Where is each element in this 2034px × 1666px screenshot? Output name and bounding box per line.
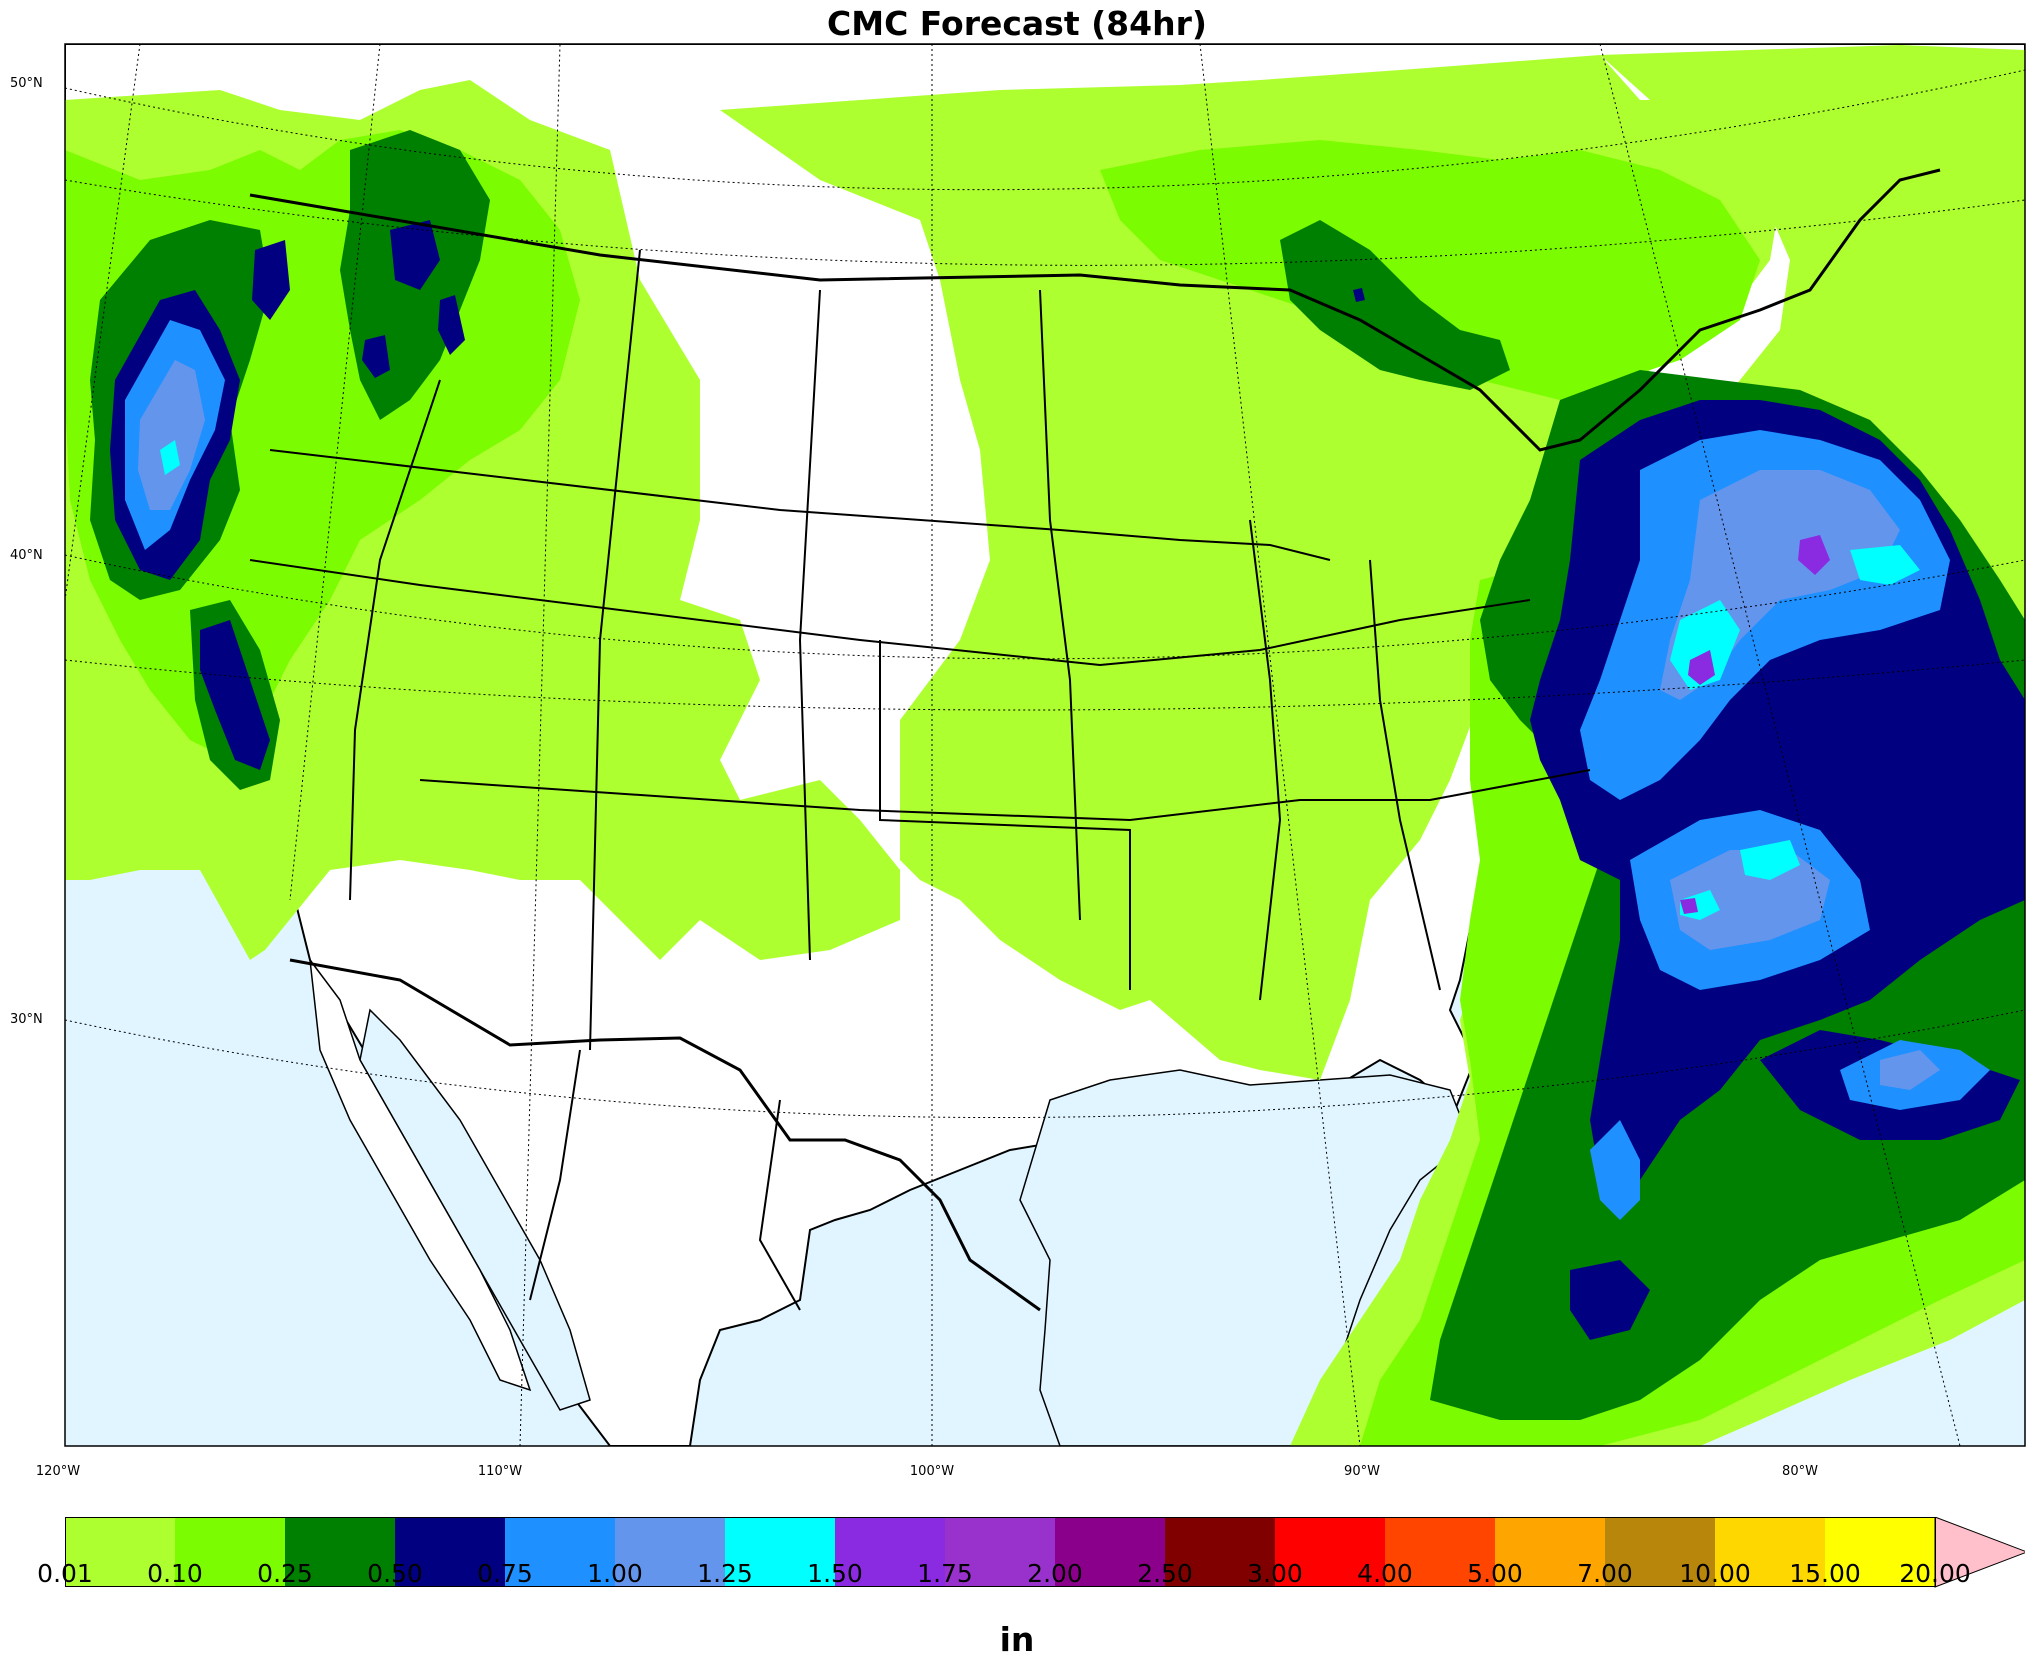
colorbar-segment [505, 1517, 615, 1587]
lon-label-120: 120°W [35, 1464, 81, 1479]
colorbar-segment [175, 1517, 285, 1587]
colorbar-tick-label: 0.75 [477, 1559, 533, 1588]
precip-1-50-nj [1798, 535, 1830, 575]
colorbar-segment [945, 1517, 1055, 1587]
colorbar-tick-label: 4.00 [1357, 1559, 1413, 1588]
colorbar-segment [395, 1517, 505, 1587]
lat-label-40: 40°N [10, 548, 43, 563]
colorbar-tick-label: 7.00 [1577, 1559, 1633, 1588]
precip-1-25-va [1670, 600, 1740, 690]
colorbar-tick-label: 15.00 [1789, 1559, 1861, 1588]
colorbar-segment [1165, 1517, 1275, 1587]
colorbar-tick-label: 3.00 [1247, 1559, 1303, 1588]
colorbar-tick-label: 1.25 [697, 1559, 753, 1588]
precip-0-10-northeast [1100, 140, 1760, 400]
colorbar-segment [65, 1517, 175, 1587]
colorbar-segment [835, 1517, 945, 1587]
graticule [65, 44, 2025, 1446]
colorbar-segment [1385, 1517, 1495, 1587]
colorbar-tick-label: 20.00 [1899, 1559, 1971, 1588]
colorbar-tick-label: 2.00 [1027, 1559, 1083, 1588]
precip-0-50-idaho-a [390, 220, 440, 290]
colorbar-tick-label: 5.00 [1467, 1559, 1523, 1588]
precip-1-00-carolina [1670, 850, 1830, 950]
lat-label-30: 30°N [10, 1012, 43, 1027]
precip-0-50-wa [252, 240, 290, 320]
precip-1-25-pacific-nw [160, 440, 180, 475]
precip-0-50-mi [1353, 288, 1365, 302]
lon-label-90: 90°W [1344, 1464, 1380, 1479]
precip-1-25-ne [1850, 545, 1920, 585]
colorbar-tick-label: 0.50 [367, 1559, 423, 1588]
lon-label-110: 110°W [477, 1464, 523, 1479]
colorbar [65, 1517, 2025, 1588]
map-frame [64, 43, 2026, 1447]
precip-0-50-gulf [1570, 1260, 1650, 1340]
colorbar-tick-label: 1.75 [917, 1559, 973, 1588]
map-title: CMC Forecast (84hr) [827, 4, 1207, 43]
colorbar-tick-label: 0.01 [37, 1559, 93, 1588]
colorbar-segment [1715, 1517, 1825, 1587]
lat-label-50: 50°N [10, 76, 43, 91]
colorbar-segment [615, 1517, 725, 1587]
precip-0-50-idaho-b [438, 295, 465, 355]
gulf-of-mexico [1019, 1069, 1471, 1446]
lon-label-100: 100°W [909, 1464, 955, 1479]
precip-0-75-florida [1590, 1120, 1640, 1220]
colorbar-tick-label: 1.50 [807, 1559, 863, 1588]
precip-1-25-carolina [1740, 840, 1800, 880]
lon-label-80: 80°W [1782, 1464, 1818, 1479]
colorbar-outline [65, 1517, 1936, 1587]
precip-contours [65, 45, 2025, 1446]
colorbar-segment [285, 1517, 395, 1587]
colorbar-tick-label: 2.50 [1137, 1559, 1193, 1588]
precip-0-25-great-lakes [1280, 220, 1510, 390]
borders [249, 168, 1941, 1312]
colorbar-unit-label: in [999, 1620, 1035, 1659]
colorbar-tick-label: 0.10 [147, 1559, 203, 1588]
colorbar-tick-label: 0.25 [257, 1559, 313, 1588]
colorbar-tick-label: 10.00 [1679, 1559, 1751, 1588]
precip-0-50-idaho-c [362, 335, 390, 378]
baja-california [308, 957, 532, 1392]
colorbar-segment [1055, 1517, 1165, 1587]
precip-1-50-md [1688, 650, 1715, 685]
colorbar-segment [1825, 1517, 1935, 1587]
colorbar-segment [725, 1517, 835, 1587]
precip-0-50-sierra [200, 620, 270, 770]
colorbar-segment [1605, 1517, 1715, 1587]
precip-1-00-pacific-nw [138, 360, 205, 510]
colorbar-segment [1495, 1517, 1605, 1587]
colorbar-segment [1275, 1517, 1385, 1587]
colorbar-tick-label: 1.00 [587, 1559, 643, 1588]
precip-1-00-atlantic [1880, 1050, 1940, 1090]
precip-1-50-sc [1680, 898, 1698, 914]
